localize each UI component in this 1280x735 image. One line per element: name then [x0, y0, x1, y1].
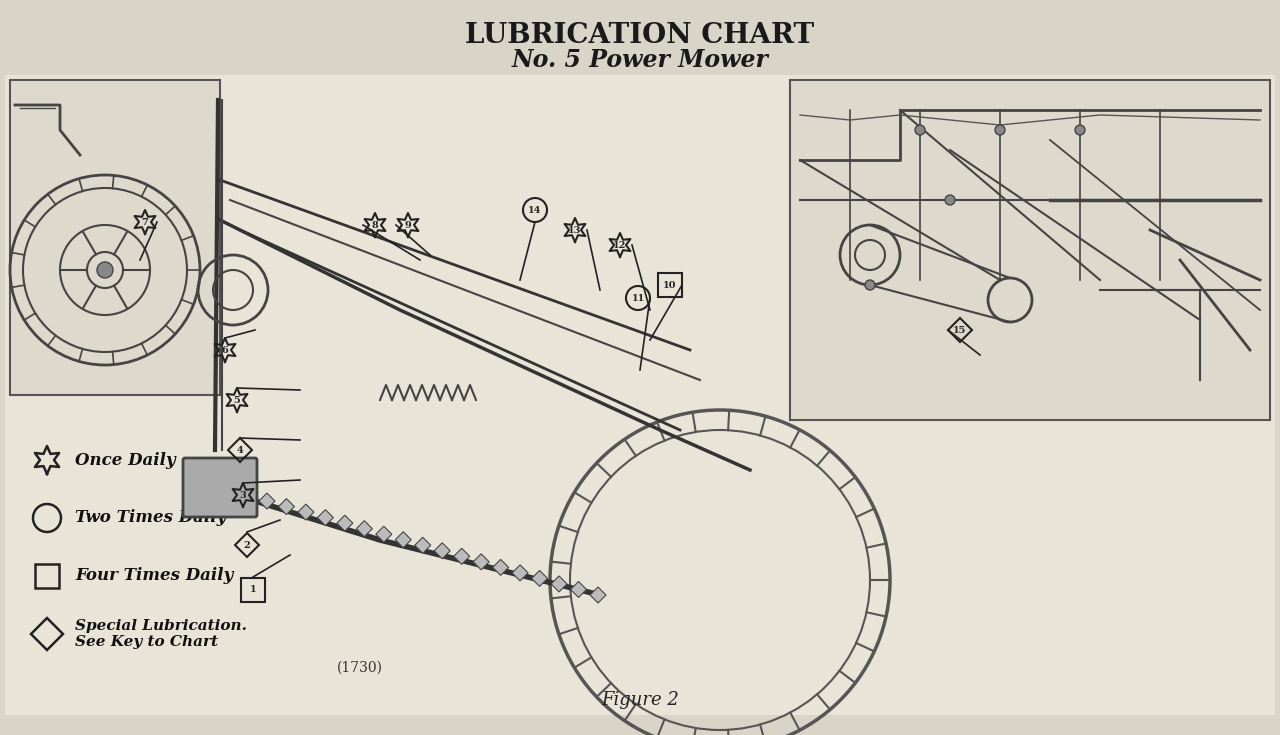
Polygon shape	[317, 509, 333, 526]
Text: 1: 1	[250, 586, 256, 595]
Text: Two Times Daily: Two Times Daily	[76, 509, 227, 526]
Text: 7: 7	[142, 218, 148, 226]
Polygon shape	[512, 565, 529, 581]
Polygon shape	[298, 504, 314, 520]
FancyBboxPatch shape	[183, 458, 257, 517]
Text: 10: 10	[663, 281, 677, 290]
Text: (1730): (1730)	[337, 661, 383, 675]
Text: Four Times Daily: Four Times Daily	[76, 567, 233, 584]
Polygon shape	[493, 559, 508, 576]
Text: 9: 9	[404, 220, 411, 229]
Bar	[10, 80, 220, 395]
Text: Special Lubrication.
See Key to Chart: Special Lubrication. See Key to Chart	[76, 619, 247, 649]
Polygon shape	[415, 537, 431, 553]
Polygon shape	[590, 587, 605, 603]
Polygon shape	[474, 554, 489, 570]
Circle shape	[1075, 125, 1085, 135]
Polygon shape	[356, 520, 372, 537]
Polygon shape	[220, 482, 236, 498]
Bar	[35, 564, 59, 588]
Text: 15: 15	[954, 326, 966, 334]
Bar	[790, 80, 1270, 420]
Polygon shape	[239, 487, 256, 503]
Polygon shape	[531, 570, 548, 587]
Text: 6: 6	[221, 345, 228, 354]
Circle shape	[97, 262, 113, 278]
Text: 14: 14	[529, 206, 541, 215]
Text: 4: 4	[237, 445, 243, 454]
Text: 12: 12	[613, 240, 627, 249]
Text: 8: 8	[371, 220, 379, 229]
Circle shape	[865, 280, 876, 290]
Text: 5: 5	[234, 395, 241, 404]
Polygon shape	[552, 576, 567, 592]
Polygon shape	[259, 493, 275, 509]
Text: No. 5 Power Mower: No. 5 Power Mower	[512, 48, 768, 72]
Bar	[241, 578, 265, 602]
Polygon shape	[571, 581, 586, 598]
Text: 2: 2	[243, 540, 251, 550]
Text: Figure 2: Figure 2	[602, 691, 678, 709]
Text: LUBRICATION CHART: LUBRICATION CHART	[466, 22, 814, 49]
Circle shape	[995, 125, 1005, 135]
Text: 3: 3	[239, 490, 246, 500]
Bar	[658, 273, 682, 297]
Polygon shape	[396, 531, 411, 548]
Polygon shape	[376, 526, 392, 542]
Polygon shape	[434, 542, 451, 559]
Text: 11: 11	[631, 293, 645, 303]
Text: Once Daily: Once Daily	[76, 451, 175, 468]
Polygon shape	[279, 498, 294, 514]
Polygon shape	[337, 515, 353, 531]
Text: 13: 13	[568, 226, 581, 234]
Bar	[5, 75, 1275, 715]
Circle shape	[915, 125, 925, 135]
Circle shape	[945, 195, 955, 205]
Polygon shape	[453, 548, 470, 564]
